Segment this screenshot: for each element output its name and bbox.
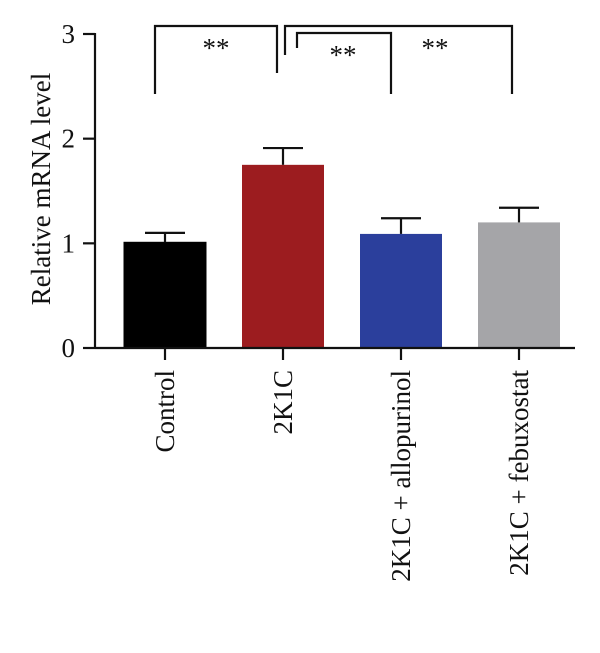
significance-bracket-1 [295, 31, 393, 94]
significance-bracket-0 [153, 24, 279, 94]
error-bars [145, 146, 539, 243]
y-axis: 0 1 2 3 [62, 19, 97, 363]
x-category-label: 2K1C + febuxostat [504, 370, 534, 576]
y-tick-label: 1 [62, 228, 76, 258]
y-tick-label: 2 [62, 124, 76, 154]
bar-3 [478, 222, 560, 348]
x-category-label: 2K1C [268, 370, 298, 435]
x-category-label: Control [150, 370, 180, 453]
significance-label-2: ** [422, 33, 449, 63]
bar-0 [123, 241, 207, 349]
bar-1 [242, 164, 324, 348]
y-tick-label: 0 [62, 333, 76, 363]
x-axis: Control 2K1C 2K1C + allopurinol 2K1C + febu… [95, 346, 575, 582]
significance-bracket-2 [283, 24, 514, 94]
y-axis-title: Relative mRNA level [26, 73, 56, 305]
x-category-label: 2K1C + allopurinol [386, 370, 416, 582]
significance-label-0: ** [203, 33, 230, 63]
significance-label-1: ** [330, 40, 357, 70]
y-tick-label: 3 [62, 19, 76, 49]
bars [123, 164, 560, 349]
significance-brackets: ** ** ** [153, 24, 514, 94]
bar-2 [360, 233, 442, 348]
